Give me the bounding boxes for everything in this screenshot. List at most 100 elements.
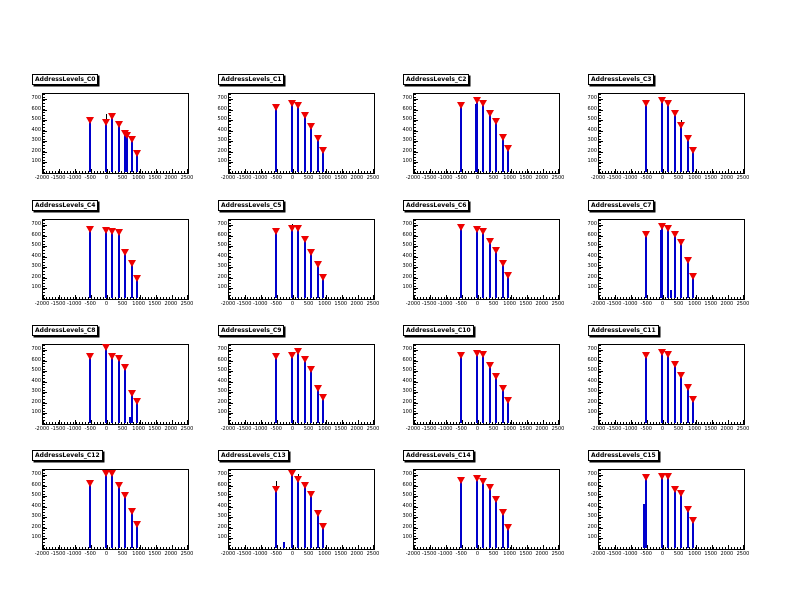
y-axis-tick xyxy=(43,413,47,415)
y-axis-label: 400 xyxy=(31,377,41,384)
x-axis-tick xyxy=(462,169,464,173)
x-axis-label: -1500 xyxy=(50,301,66,307)
y-axis-tick xyxy=(599,277,603,279)
x-axis-label: 0 xyxy=(104,175,109,181)
x-axis-label: 0 xyxy=(290,551,295,557)
y-axis-label: 400 xyxy=(31,502,41,509)
histogram-spike xyxy=(679,244,682,298)
x-axis-label: 1000 xyxy=(503,301,517,307)
histogram-spike xyxy=(673,366,676,423)
histogram-spike xyxy=(481,232,484,298)
y-axis-tick xyxy=(414,350,418,352)
x-axis-minor-ticks xyxy=(229,547,374,549)
x-axis-tick xyxy=(711,295,713,299)
peak-marker-triangle xyxy=(670,361,679,369)
x-axis-label: -2000 xyxy=(34,175,50,181)
x-axis-tick xyxy=(663,295,665,299)
x-axis-label: 1500 xyxy=(704,175,718,181)
y-axis-label: 100 xyxy=(31,284,41,291)
y-axis-tick xyxy=(229,130,233,132)
peak-marker-triangle xyxy=(86,117,95,125)
y-axis-label: 600 xyxy=(402,481,412,488)
x-axis-label: -2000 xyxy=(590,301,606,307)
x-axis-tick xyxy=(695,295,697,299)
x-axis-tick xyxy=(711,420,713,424)
x-axis-label: -2000 xyxy=(405,301,421,307)
x-axis-tick xyxy=(59,420,61,424)
x-axis-label: -1000 xyxy=(437,175,453,181)
histogram-spike xyxy=(317,266,320,298)
histogram-pad: AddressLevels_C15 100 200 300 400 500 600 700 -2… xyxy=(586,447,772,572)
x-axis-label: 1000 xyxy=(318,175,332,181)
y-axis-tick xyxy=(229,402,233,404)
x-axis-label: 2000 xyxy=(720,301,734,307)
y-axis-label: 300 xyxy=(31,388,41,395)
x-axis-label: 500 xyxy=(303,301,314,307)
y-axis-tick xyxy=(414,235,418,237)
x-axis-tick xyxy=(462,295,464,299)
y-axis-tick xyxy=(229,120,233,122)
x-axis-tick xyxy=(430,295,432,299)
x-axis-label: -500 xyxy=(270,175,282,181)
y-axis-tick xyxy=(229,99,233,101)
y-axis-label: 300 xyxy=(31,263,41,270)
y-axis-label: 600 xyxy=(31,356,41,363)
peak-marker-triangle xyxy=(114,228,123,236)
peak-marker-triangle xyxy=(306,122,315,130)
x-axis-tick xyxy=(542,169,544,173)
y-axis-label: 200 xyxy=(217,147,227,154)
histogram-spike xyxy=(104,123,107,172)
x-axis-tick xyxy=(261,545,263,549)
peak-marker-triangle xyxy=(128,260,137,268)
histogram-spike xyxy=(645,356,648,423)
histogram-spike xyxy=(136,402,139,423)
x-axis-label: -1500 xyxy=(606,551,622,557)
y-axis-label: 700 xyxy=(217,95,227,102)
peak-marker-triangle xyxy=(300,481,309,489)
histogram-spike xyxy=(322,151,325,172)
histogram-pad: AddressLevels_C5 100 200 300 400 500 600 700 -20… xyxy=(216,197,402,322)
y-axis-label: 200 xyxy=(217,398,227,405)
y-axis-label: 400 xyxy=(587,502,597,509)
x-axis-label: 500 xyxy=(117,551,128,557)
histogram-spike xyxy=(290,356,293,423)
x-axis-label: 1000 xyxy=(503,551,517,557)
peak-marker-triangle xyxy=(101,226,110,234)
y-axis-tick xyxy=(229,109,233,111)
x-axis-label: 2000 xyxy=(535,426,549,432)
x-axis-label: 1000 xyxy=(132,426,146,432)
y-axis-tick xyxy=(599,527,603,529)
y-axis-label: 700 xyxy=(31,95,41,102)
x-axis-label: 1500 xyxy=(704,301,718,307)
x-axis-label: 1500 xyxy=(148,301,162,307)
y-axis-tick xyxy=(414,225,418,227)
x-axis-label: 500 xyxy=(488,175,499,181)
x-axis-label: 1000 xyxy=(688,175,702,181)
y-axis-label: 700 xyxy=(402,346,412,353)
x-axis-tick xyxy=(187,420,188,424)
x-axis-label: 1000 xyxy=(503,175,517,181)
x-axis-label: 2500 xyxy=(736,551,750,557)
x-axis-label: 1500 xyxy=(704,426,718,432)
x-axis-tick xyxy=(526,169,528,173)
x-axis-tick xyxy=(542,295,544,299)
histogram-spike xyxy=(322,527,325,548)
x-axis-minor-ticks xyxy=(43,171,188,173)
histogram-pad: AddressLevels_C9 100 200 300 400 500 600 700 -20… xyxy=(216,322,402,447)
x-axis-label: -2000 xyxy=(405,175,421,181)
x-axis-tick xyxy=(357,295,359,299)
x-axis-label: -500 xyxy=(640,426,652,432)
histogram-spike xyxy=(502,514,505,548)
x-axis-label: -2000 xyxy=(405,426,421,432)
peak-marker-triangle xyxy=(314,261,323,269)
x-axis-label: -1500 xyxy=(606,426,622,432)
peak-marker-triangle xyxy=(114,355,123,363)
y-axis-tick xyxy=(43,381,47,383)
histogram-spike xyxy=(296,106,299,172)
y-axis-label: 200 xyxy=(31,147,41,154)
x-axis-tick xyxy=(107,295,109,299)
y-axis-label: 500 xyxy=(587,492,597,499)
histogram-pad: AddressLevels_C3 100 200 300 400 500 600 700 -20… xyxy=(586,71,772,196)
histogram-spike xyxy=(507,276,510,298)
y-axis-label: 600 xyxy=(402,356,412,363)
